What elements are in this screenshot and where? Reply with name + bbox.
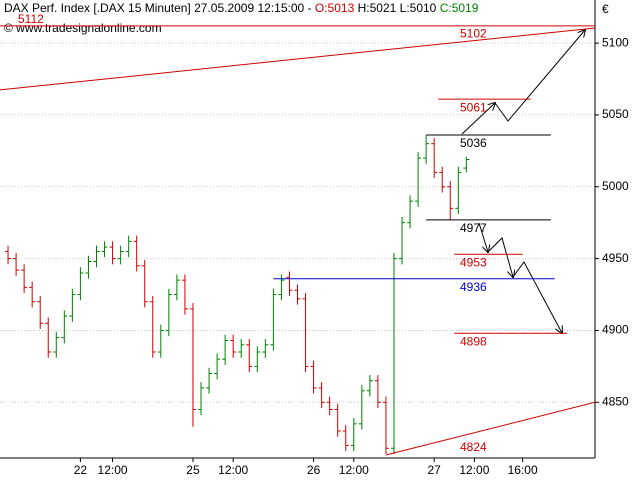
y-tick-label: 5100 bbox=[602, 35, 629, 49]
plot-area bbox=[0, 0, 595, 458]
trendline bbox=[385, 401, 595, 456]
copyright: © www.tradesignalonline.com bbox=[4, 21, 162, 35]
header: DAX Perf. Index [.DAX 15 Minuten] 27.05.… bbox=[4, 1, 479, 15]
header-high: H:5021 bbox=[358, 1, 397, 15]
x-tick-label: 12:00 bbox=[339, 463, 369, 477]
y-tick-label: 4900 bbox=[602, 323, 629, 337]
y-tick-label: 5000 bbox=[602, 179, 629, 193]
header-open: O:5013 bbox=[315, 1, 355, 15]
arrows bbox=[461, 30, 585, 333]
grid bbox=[0, 42, 595, 403]
x-tick-label: 25 bbox=[186, 463, 200, 477]
arrow bbox=[461, 103, 495, 135]
y-tick-label: 4950 bbox=[602, 251, 629, 265]
header-low: L:5010 bbox=[400, 1, 437, 15]
trendline-label: 5102 bbox=[460, 26, 487, 40]
y-tick-label: 5050 bbox=[602, 107, 629, 121]
trendline bbox=[0, 27, 595, 91]
levels bbox=[0, 25, 595, 456]
y-tick-label: 4850 bbox=[602, 394, 629, 408]
level-label: 4936 bbox=[460, 280, 487, 294]
marks bbox=[5, 135, 470, 454]
x-tick-label: 12:00 bbox=[98, 463, 128, 477]
arrow bbox=[487, 237, 513, 277]
level-label: 5112 bbox=[18, 12, 44, 26]
level-label: 5061 bbox=[460, 100, 487, 114]
arrow bbox=[512, 261, 562, 333]
currency: € bbox=[602, 2, 609, 16]
x-tick-label: 22 bbox=[74, 463, 88, 477]
x-tick-label: 16:00 bbox=[508, 463, 538, 477]
level-label: 4977 bbox=[460, 221, 487, 235]
header-title: DAX Perf. Index [.DAX 15 Minuten] 27.05.… bbox=[4, 1, 312, 15]
header-close: C:5019 bbox=[440, 1, 479, 15]
arrow bbox=[494, 30, 585, 122]
x-tick-label: 26 bbox=[307, 463, 321, 477]
x-tick-label: 12:00 bbox=[218, 463, 248, 477]
level-label: 4898 bbox=[460, 334, 487, 348]
level-label: 5036 bbox=[460, 136, 487, 150]
arrow bbox=[478, 222, 488, 252]
level-label: 4953 bbox=[460, 255, 487, 269]
x-tick-label: 27 bbox=[428, 463, 442, 477]
x-tick-label: 12:00 bbox=[459, 463, 489, 477]
trendline-label: 4824 bbox=[460, 440, 487, 454]
